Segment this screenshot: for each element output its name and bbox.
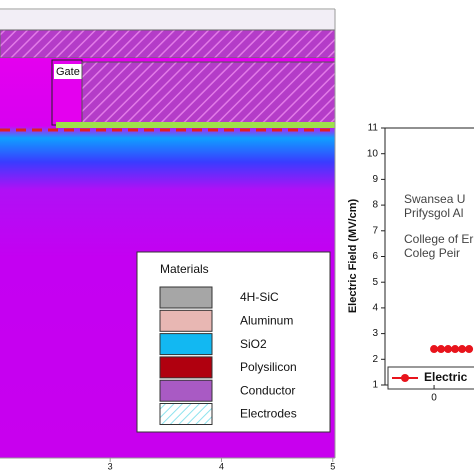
legend-swatch	[159, 309, 213, 332]
top-electrode	[0, 29, 336, 59]
legend-label: Polysilicon	[240, 360, 297, 374]
x-tick-label: 3	[108, 461, 113, 471]
legend-label: Electric	[424, 370, 468, 384]
x-tick-label: 4	[219, 461, 224, 471]
data-point	[451, 345, 460, 354]
y-tick-label: 1	[372, 380, 378, 391]
y-tick-label: 11	[368, 123, 379, 134]
gate-electrode	[81, 61, 336, 126]
y-tick-label: 5	[372, 277, 378, 288]
x-tick-label: 0	[431, 393, 437, 404]
legend-swatch	[159, 286, 213, 309]
legend-label: 4H-SiC	[240, 290, 279, 304]
legend-box	[387, 366, 474, 390]
legend-swatch	[159, 356, 213, 379]
legend-swatch	[159, 403, 213, 425]
legend-title: Materials	[160, 262, 209, 276]
watermark: Prifysgol Al	[404, 206, 463, 220]
watermark: College of Er	[404, 232, 473, 246]
x-tick-label: 5	[330, 461, 335, 471]
gate-label: Gate	[56, 66, 80, 78]
y-tick-label: 10	[367, 148, 379, 159]
oxide-layer	[56, 122, 335, 128]
legend-label: SiO2	[240, 337, 267, 351]
y-tick-label: 8	[372, 200, 378, 211]
data-point	[437, 345, 446, 354]
watermark: Coleg Peir	[404, 246, 460, 260]
legend-swatch	[159, 379, 213, 402]
y-tick-label: 9	[372, 174, 378, 185]
legend-label: Aluminum	[240, 313, 293, 327]
data-point	[444, 345, 453, 354]
legend-label: Conductor	[240, 383, 295, 397]
y-tick-label: 3	[372, 328, 378, 339]
data-point	[430, 345, 439, 354]
y-tick-label: 6	[372, 251, 378, 262]
y-axis-label: Electric Field (MV/cm)	[347, 199, 359, 314]
legend-label: Electrodes	[240, 407, 297, 421]
y-tick-label: 4	[372, 303, 378, 314]
data-point	[458, 345, 467, 354]
y-tick-label: 7	[372, 225, 378, 236]
legend-swatch	[159, 333, 213, 356]
legend-marker	[401, 374, 409, 382]
data-point	[465, 345, 474, 354]
gate-label-bg	[54, 64, 82, 79]
top-region	[0, 10, 335, 30]
y-tick-label: 2	[372, 354, 378, 365]
watermark: Swansea U	[404, 192, 465, 206]
